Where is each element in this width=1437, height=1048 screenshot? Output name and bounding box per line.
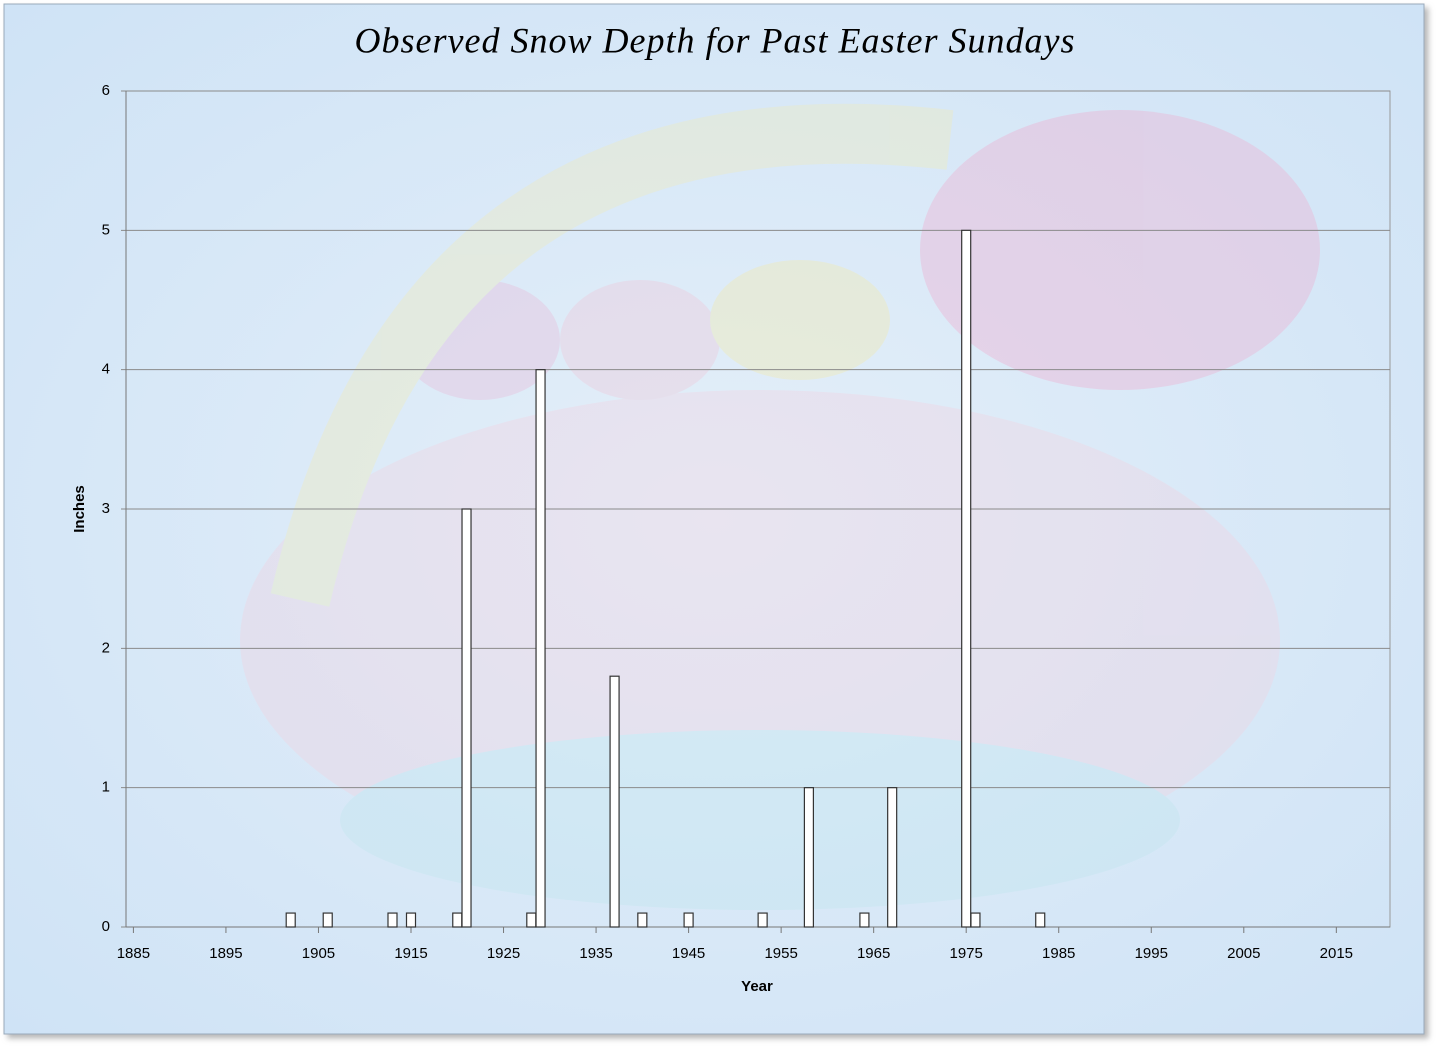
y-tick-label: 5	[102, 221, 110, 238]
bar	[970, 912, 981, 928]
y-tick-label: 2	[102, 639, 110, 656]
bar	[285, 912, 296, 928]
x-tick-label: 1905	[302, 945, 335, 962]
x-tick-label: 1885	[117, 945, 150, 962]
bar	[526, 912, 537, 928]
x-tick-label: 1955	[764, 945, 797, 962]
x-tick-label: 2005	[1227, 945, 1260, 962]
bar	[609, 675, 620, 928]
x-tick-label: 1975	[950, 945, 983, 962]
chart-background	[3, 3, 1425, 1035]
bar	[405, 912, 417, 928]
x-axis-title: Year	[741, 978, 773, 995]
x-tick-label: 2015	[1320, 945, 1353, 962]
bar	[961, 229, 972, 928]
bar	[859, 912, 870, 928]
basket-decoration	[240, 103, 1320, 910]
y-tick-label: 6	[102, 82, 110, 99]
bar	[683, 912, 694, 928]
y-tick-label: 4	[102, 361, 110, 378]
x-tick-label: 1995	[1135, 945, 1168, 962]
chart-title: Observed Snow Depth for Past Easter Sund…	[355, 20, 1076, 60]
y-axis-title: Inches	[71, 485, 88, 533]
bar	[1035, 912, 1046, 928]
bar	[452, 912, 463, 928]
x-tick-label: 1965	[857, 945, 890, 962]
x-tick-label: 1925	[487, 945, 520, 962]
bar	[535, 369, 546, 928]
bar	[461, 508, 472, 928]
x-tick-label: 1915	[394, 945, 427, 962]
x-tick-label: 1985	[1042, 945, 1075, 962]
x-tick-label: 1945	[672, 945, 705, 962]
y-tick-label: 1	[102, 779, 110, 796]
y-tick-label: 0	[102, 918, 110, 935]
bar	[803, 787, 814, 928]
bar	[637, 912, 648, 928]
bar	[387, 912, 398, 928]
bar	[322, 912, 333, 928]
y-tick-label: 3	[102, 500, 110, 517]
x-tick-label: 1935	[579, 945, 612, 962]
x-tick-label: 1895	[209, 945, 242, 962]
bar	[757, 912, 768, 928]
bar	[887, 787, 898, 928]
